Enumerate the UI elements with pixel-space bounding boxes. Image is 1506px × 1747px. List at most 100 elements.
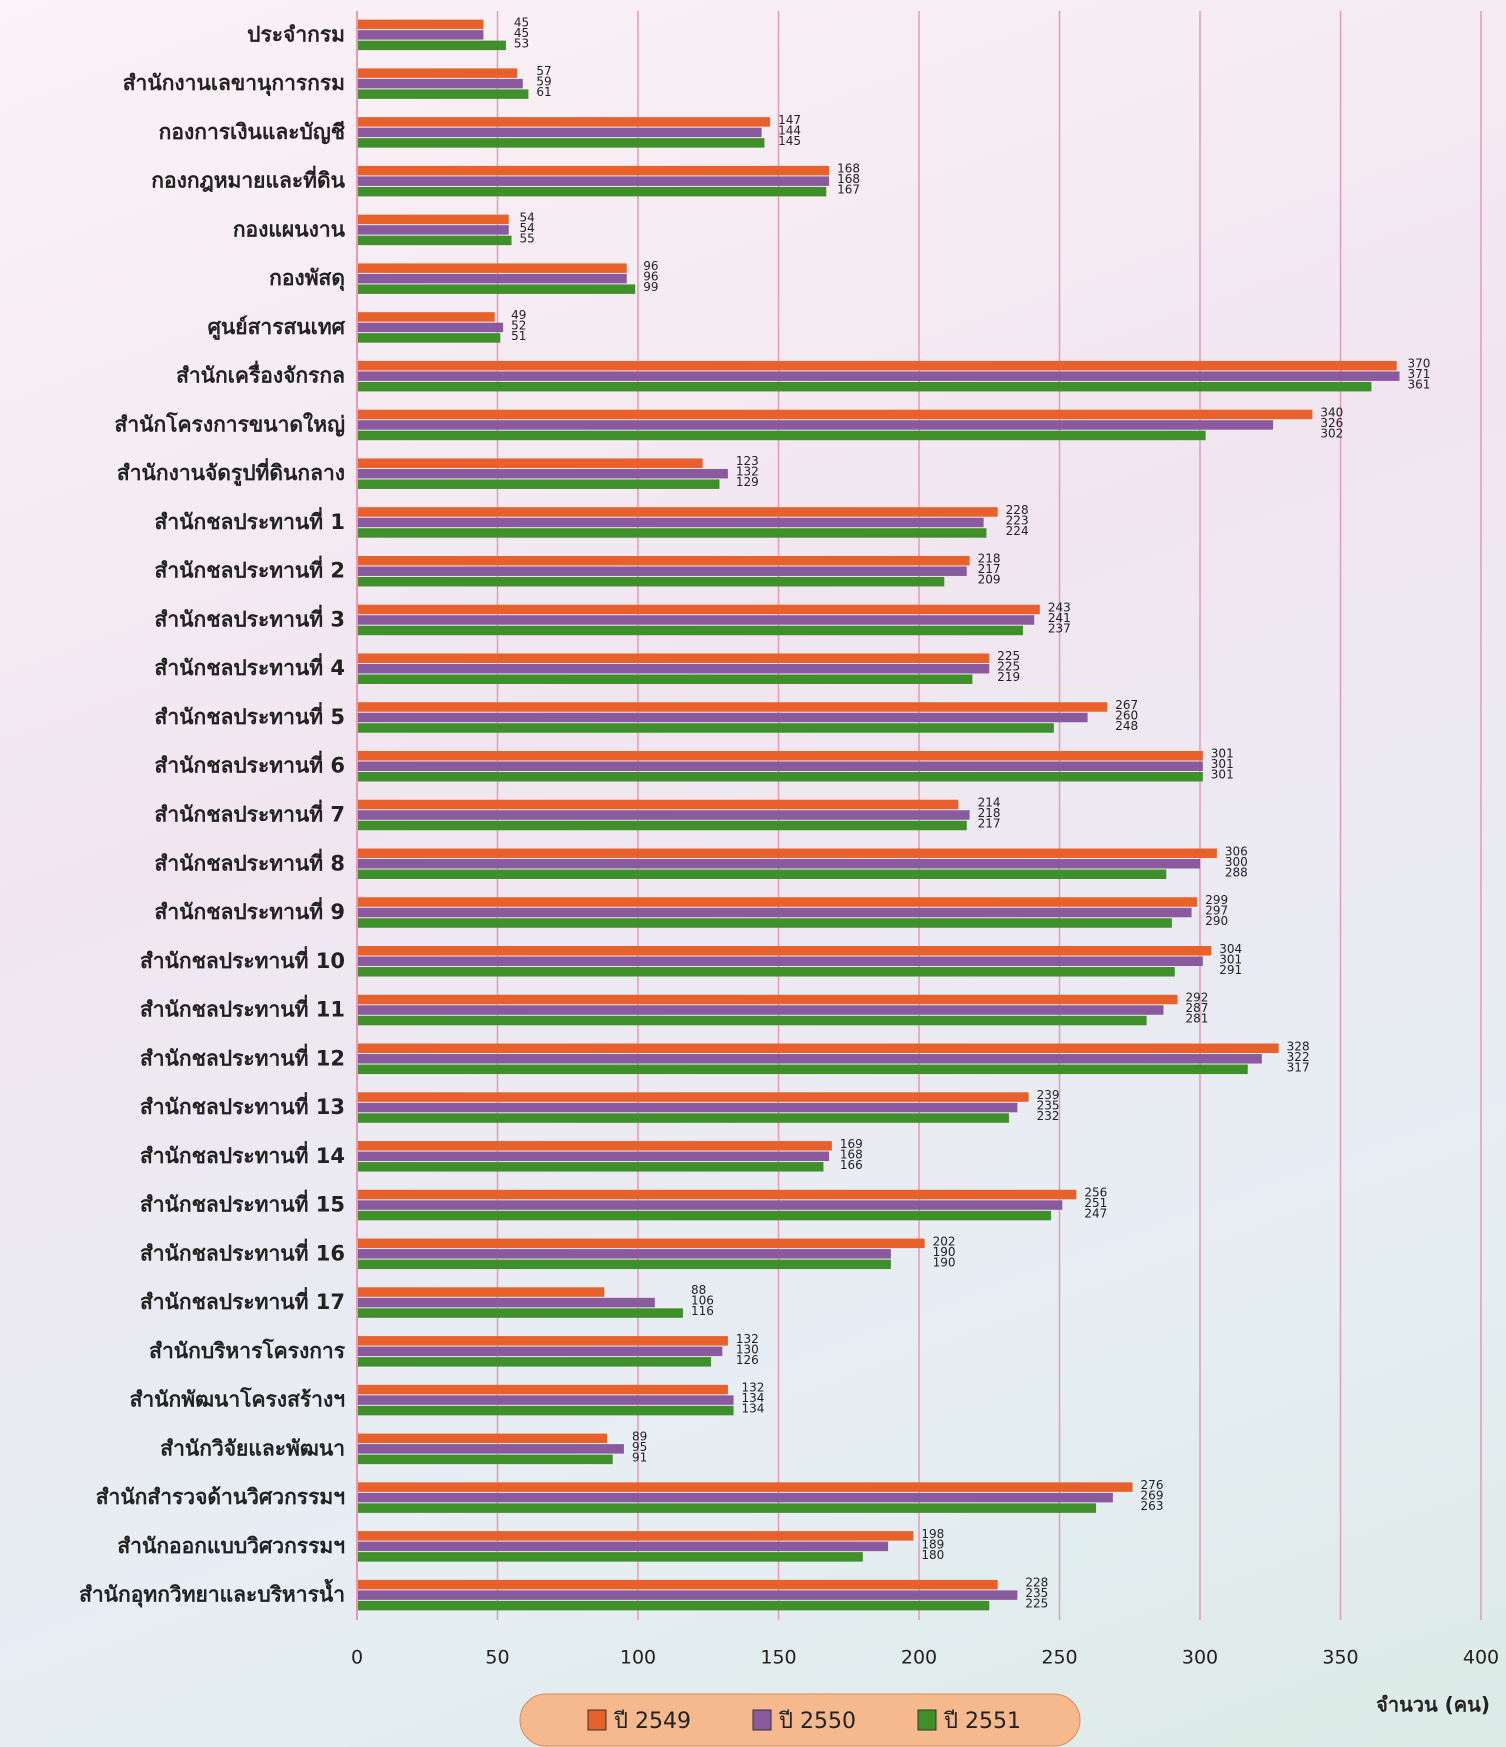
bar	[357, 820, 967, 831]
bar	[357, 1005, 1164, 1015]
bar	[357, 663, 990, 674]
value-label: 190	[933, 1245, 956, 1259]
bar	[357, 946, 1212, 956]
y-tick-label: สำนักชลประทานที่ 16	[140, 1237, 345, 1265]
value-label: 129	[736, 475, 759, 489]
value-label: 202	[933, 1234, 956, 1248]
bar	[357, 1210, 1052, 1221]
value-label: 287	[1186, 1001, 1209, 1015]
value-label: 147	[778, 113, 801, 127]
value-label: 180	[921, 1548, 944, 1562]
value-label: 166	[840, 1158, 863, 1172]
y-tick-label: กองกฎหมายและที่ดิน	[151, 165, 345, 193]
bar	[357, 409, 1313, 420]
bar	[357, 371, 1400, 381]
bar	[357, 1162, 824, 1172]
value-label: 248	[1115, 719, 1138, 733]
value-label: 301	[1211, 757, 1234, 771]
legend-swatch	[917, 1709, 937, 1731]
bar	[357, 458, 703, 468]
value-label: 291	[1219, 963, 1242, 977]
legend-box	[519, 1693, 1081, 1747]
bar	[357, 994, 1178, 1005]
bar	[357, 517, 984, 528]
bar	[357, 625, 1023, 636]
value-label: 57	[536, 64, 551, 78]
bar	[357, 761, 1203, 771]
bar	[357, 1015, 1147, 1026]
value-label: 217	[978, 817, 1001, 831]
bar	[357, 1503, 1097, 1513]
value-label: 235	[1037, 1099, 1060, 1113]
x-tick-label: 100	[620, 1647, 656, 1669]
value-label: 132	[742, 1381, 765, 1395]
value-label: 217	[978, 562, 1001, 576]
value-label: 168	[837, 172, 860, 186]
bar	[357, 117, 771, 127]
y-tick-label: สำนักชลประทานที่ 9	[155, 896, 345, 924]
bar	[357, 712, 1088, 723]
value-label: 361	[1408, 378, 1431, 392]
value-label: 322	[1287, 1050, 1310, 1064]
value-label: 123	[736, 454, 759, 468]
bar	[357, 1141, 832, 1151]
bar	[357, 1308, 683, 1318]
bar	[357, 810, 970, 820]
value-label: 340	[1320, 405, 1343, 419]
bar	[357, 176, 830, 186]
value-label: 301	[1211, 768, 1234, 782]
x-tick-label: 400	[1463, 1647, 1499, 1669]
value-label: 189	[921, 1537, 944, 1551]
y-tick-label: สำนักวิจัยและพัฒนา	[160, 1436, 345, 1460]
value-label: 169	[840, 1137, 863, 1151]
value-label: 267	[1115, 698, 1138, 712]
bar	[357, 1579, 998, 1590]
bar	[357, 1346, 723, 1357]
bar	[357, 750, 1203, 761]
x-tick-label: 50	[485, 1647, 509, 1669]
y-tick-label: สำนักชลประทานที่ 4	[155, 652, 345, 680]
bar	[357, 1064, 1248, 1075]
value-label: 247	[1084, 1207, 1107, 1221]
bar	[357, 956, 1203, 967]
bar	[357, 186, 827, 197]
value-label: 51	[511, 329, 526, 343]
bar	[357, 1054, 1262, 1064]
y-tick-label: สำนักงานจัดรูปที่ดินกลาง	[117, 457, 345, 487]
value-label: 269	[1141, 1489, 1164, 1503]
legend-label: ปี 2551	[943, 1709, 1021, 1734]
value-label: 61	[536, 85, 551, 99]
bar	[357, 1357, 712, 1367]
value-label: 218	[978, 552, 1001, 566]
y-tick-label: สำนักชลประทานที่ 10	[140, 945, 345, 973]
value-label: 167	[837, 183, 860, 197]
bar	[357, 723, 1054, 733]
legend-swatch	[752, 1709, 772, 1731]
bar	[357, 1297, 655, 1308]
bar	[357, 1552, 863, 1562]
bar	[357, 528, 987, 538]
bar	[357, 263, 627, 273]
legend-label: ปี 2549	[613, 1709, 691, 1734]
value-label: 55	[520, 231, 535, 245]
value-label: 304	[1219, 942, 1242, 956]
value-label: 281	[1186, 1012, 1209, 1026]
bar	[357, 1287, 605, 1297]
y-tick-label: สำนักอุทกวิทยาและบริหารน้ำ	[79, 1579, 345, 1609]
value-label: 134	[742, 1391, 765, 1405]
value-label: 95	[632, 1440, 647, 1454]
bar	[357, 653, 990, 663]
bar	[357, 674, 973, 684]
y-tick-label: สำนักชลประทานที่ 1	[155, 506, 345, 534]
bar	[357, 1102, 1018, 1113]
bar	[357, 214, 509, 225]
y-tick-label: สำนักออกแบบวิศวกรรมฯ	[117, 1534, 345, 1558]
value-label: 225	[1025, 1597, 1048, 1611]
value-label: 130	[736, 1342, 759, 1356]
value-label: 168	[837, 162, 860, 176]
value-label: 126	[736, 1353, 759, 1367]
bar	[357, 1454, 613, 1465]
bar	[357, 19, 484, 30]
x-axis-label: จำนวน (คน)	[1376, 1693, 1490, 1717]
bar	[357, 468, 728, 479]
